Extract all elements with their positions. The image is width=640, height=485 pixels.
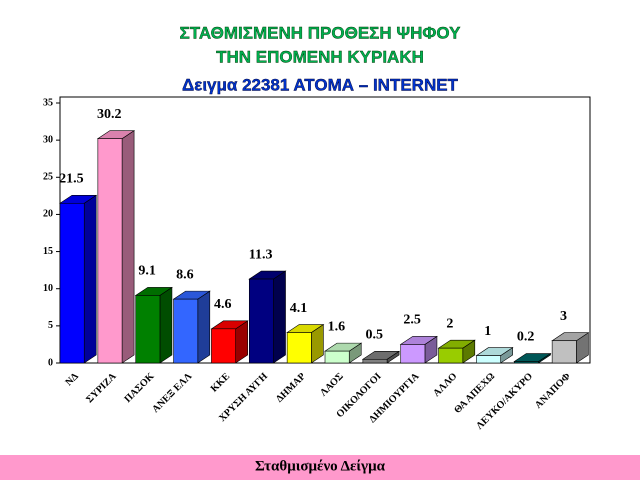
bar-face (362, 358, 388, 364)
bar (361, 350, 401, 364)
value-label: 11.3 (249, 247, 273, 262)
value-label: 30.2 (97, 107, 122, 122)
value-label: 3 (560, 309, 567, 324)
bar (248, 270, 287, 364)
bar-face (324, 350, 350, 364)
x-tick-label: ΑΛΛΟ (431, 371, 459, 399)
y-tick-label: 15 (43, 246, 53, 257)
bar (475, 347, 514, 364)
chart-title: ΤΗΝ ΕΠΟΜΕΝΗ ΚΥΡΙΑΚΗ (216, 47, 424, 66)
value-label: 2.5 (403, 313, 421, 328)
y-tick-label: 25 (43, 172, 53, 183)
value-label: 8.6 (176, 267, 194, 282)
bar (551, 332, 590, 364)
x-tick-label: ΣΥΡΙΖΑ (84, 370, 119, 405)
bar (437, 339, 476, 364)
value-label: 4.6 (214, 297, 232, 312)
value-label: 1.6 (328, 319, 346, 334)
x-tick-label: ΠΑΣΟΚ (122, 371, 156, 405)
x-tick-label: ΚΚΕ (209, 371, 233, 395)
value-label: 9.1 (138, 264, 156, 279)
bar (399, 335, 438, 364)
y-tick-label: 10 (43, 283, 53, 294)
bar-face (286, 332, 312, 364)
footer: Σταθμισμένο Δείγμα (255, 458, 386, 474)
value-label: 21.5 (59, 172, 84, 187)
bar-face (400, 344, 426, 364)
y-tick-label: 35 (43, 97, 53, 108)
value-label: 2 (446, 316, 453, 331)
chart-title: ΣΤΑΘΜΙΣΜΕΝΗ ΠΡΟΘΕΣΗ ΨΗΦΟΥ (180, 23, 462, 42)
bar (513, 352, 552, 364)
bar-face (59, 202, 85, 364)
chart-subtitle: Δειγμα 22381 ΑΤΟΜΑ – INTERNET (182, 75, 459, 94)
x-tick-label: ΝΔ (63, 370, 81, 388)
value-label: 0.5 (365, 328, 383, 343)
bar-face (476, 355, 501, 364)
y-tick-label: 30 (43, 134, 53, 145)
value-label: 1 (484, 324, 491, 339)
bar-face (513, 361, 539, 364)
bar (324, 342, 363, 364)
bar-face (121, 130, 135, 364)
x-tick-label: ΑΝΕΞ ΕΛΛ (150, 370, 195, 415)
bar-face (83, 194, 97, 364)
footer-band (0, 455, 640, 480)
bar-face (197, 290, 211, 364)
x-tick-label: ΛΑΟΣ (318, 371, 346, 399)
bar (59, 194, 98, 364)
bar (96, 130, 136, 364)
bar (210, 320, 249, 364)
bar-face (135, 295, 161, 364)
bar-face (173, 298, 199, 364)
y-tick-label: 0 (48, 357, 53, 368)
bar-face (551, 340, 577, 364)
bar (286, 323, 325, 364)
bar-face (159, 286, 173, 364)
bar-face (273, 270, 286, 364)
bar-face (438, 347, 464, 364)
x-tick-label: ΔΗΜΑΡ (274, 371, 308, 405)
bar-face (211, 328, 236, 364)
y-tick-label: 20 (43, 209, 53, 220)
bar (134, 286, 173, 364)
value-label: 4.1 (290, 301, 308, 316)
y-tick-label: 5 (48, 320, 53, 331)
value-label: 0.2 (517, 330, 535, 345)
x-tick-label: ΑΝΑΠΟΦ (533, 371, 573, 411)
bar-face (97, 138, 123, 364)
bar-face (248, 278, 274, 364)
bar (172, 290, 211, 364)
